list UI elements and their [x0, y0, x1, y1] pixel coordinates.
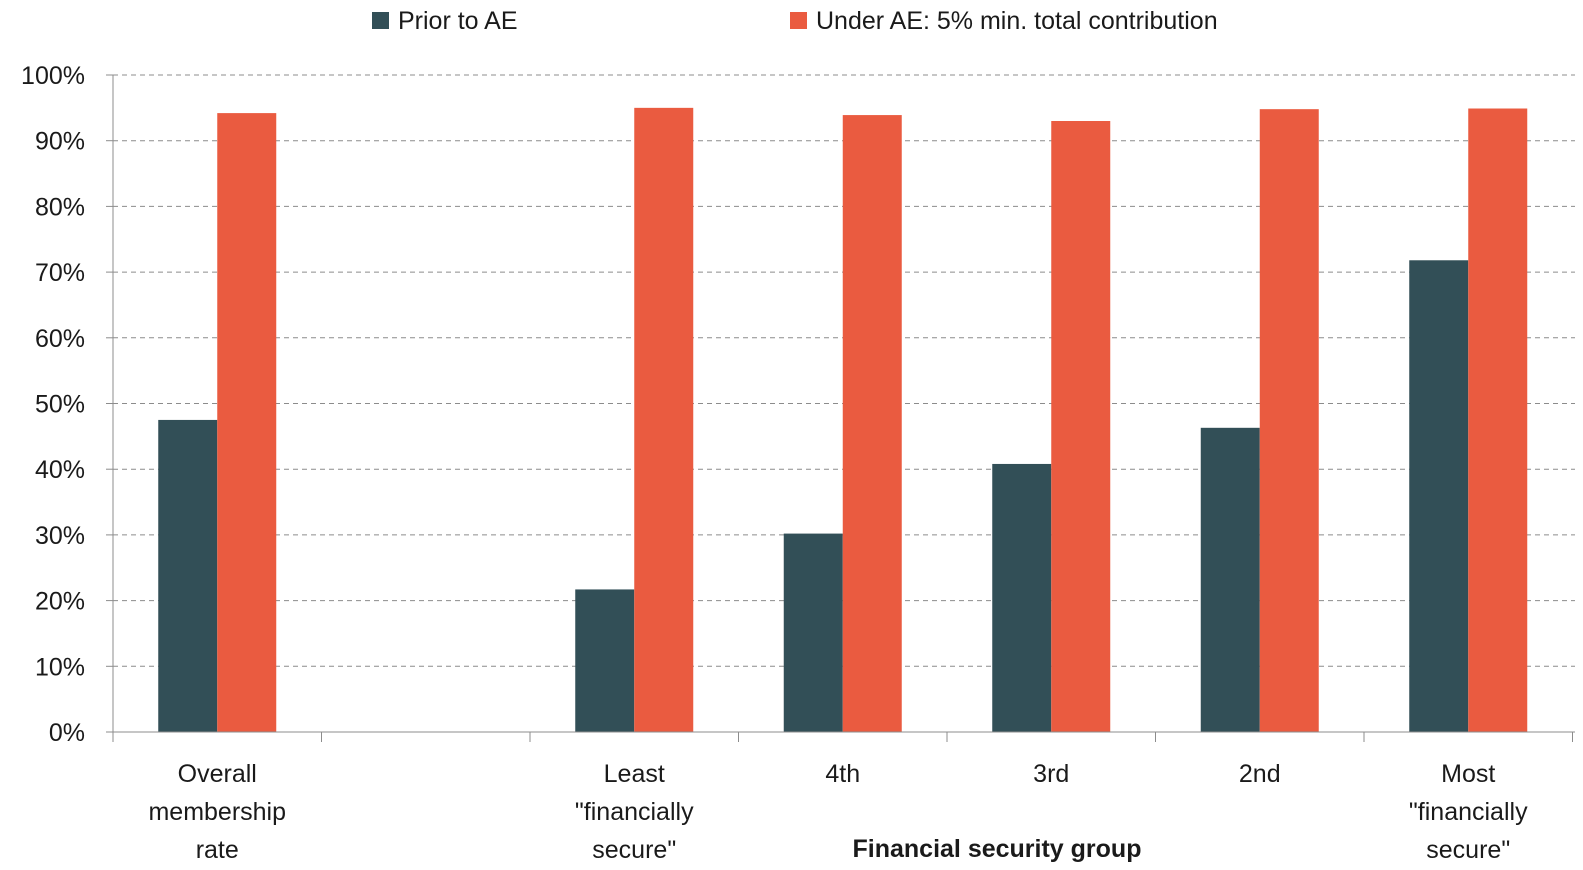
y-tick-label: 70%: [35, 259, 85, 287]
bars: [158, 107, 1528, 733]
x-category-label: Most "financially secure": [1409, 760, 1528, 864]
bar-under: [1468, 108, 1528, 732]
x-axis: Overall membership rate Least "financially se…: [112, 731, 1575, 864]
x-axis-title: Financial security group: [853, 835, 1142, 863]
y-tick-label: 100%: [21, 62, 85, 90]
legend: Prior to AE Under AE: 5% min. total contr…: [372, 7, 1218, 35]
legend-label: Prior to AE: [398, 7, 518, 35]
bar-under: [217, 113, 277, 732]
x-category-label: Overall membership rate: [148, 760, 286, 864]
legend-label: Under AE: 5% min. total contribution: [816, 7, 1218, 35]
legend-swatch: [790, 12, 807, 29]
bar-under: [1259, 109, 1319, 732]
bar-under: [842, 115, 902, 732]
bar-under: [1051, 120, 1111, 733]
x-category-label: 2nd: [1239, 760, 1281, 788]
x-category-label: 3rd: [1033, 760, 1069, 788]
y-tick-label: 50%: [35, 391, 85, 419]
x-category-label: 4th: [825, 760, 860, 788]
y-tick-label: 40%: [35, 456, 85, 484]
y-tick-label: 10%: [35, 653, 85, 681]
y-tick-label: 30%: [35, 522, 85, 550]
y-tick-label: 90%: [35, 128, 85, 156]
legend-swatch: [372, 12, 389, 29]
bar-prior: [992, 463, 1052, 732]
bar-under: [634, 107, 694, 733]
y-tick-label: 0%: [49, 719, 85, 747]
y-tick-label: 20%: [35, 588, 85, 616]
y-axis: 0% 10% 20% 30% 40% 50% 60% 70% 80% 90% 100%: [21, 62, 114, 747]
y-tick-label: 80%: [35, 193, 85, 221]
bar-prior: [1200, 427, 1260, 732]
x-category-label: Least "financially secure": [575, 760, 694, 864]
y-tick-label: 60%: [35, 325, 85, 353]
bar-prior: [158, 419, 218, 732]
bar-prior: [575, 589, 635, 732]
bar-prior: [783, 533, 843, 732]
bar-prior: [1409, 260, 1469, 732]
